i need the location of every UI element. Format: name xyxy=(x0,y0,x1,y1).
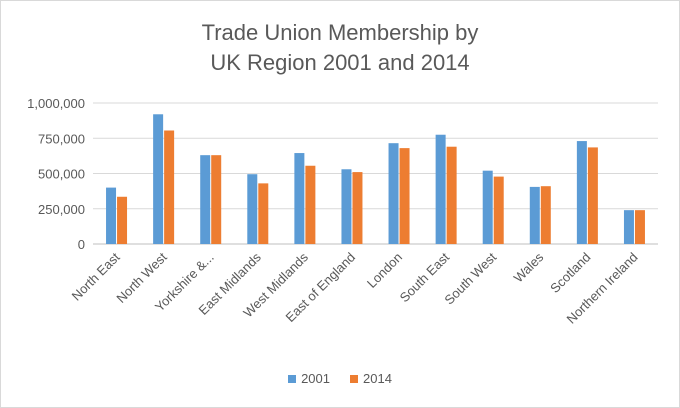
bar-2014-south-east xyxy=(446,146,457,244)
y-tick-label: 750,000 xyxy=(38,131,85,146)
bar-2014-scotland xyxy=(587,147,598,244)
bar-2001-south-west xyxy=(482,170,493,244)
bar-2001-north-west xyxy=(153,114,164,244)
bar-2001-west-midlands xyxy=(294,153,305,244)
bar-2014-north-west xyxy=(164,130,175,244)
bar-2014-south-west xyxy=(493,176,504,244)
bar-2001-east-midlands xyxy=(247,174,258,244)
bar-2014-london xyxy=(399,148,410,244)
bar-2001-east-of-england xyxy=(341,169,352,244)
x-tick-label: London xyxy=(364,250,405,291)
bar-2014-wales xyxy=(540,186,551,244)
legend: 2001 2014 xyxy=(1,371,679,386)
bar-2001-london xyxy=(388,143,399,244)
legend-swatch-2001 xyxy=(288,374,297,383)
x-tick-label: Scotland xyxy=(547,250,593,296)
bar-2001-north-east xyxy=(106,187,117,244)
bar-2001-south-east xyxy=(435,134,446,244)
bar-2001-scotland xyxy=(576,141,587,244)
y-tick-label: 0 xyxy=(78,237,85,252)
bar-2001-yorkshire xyxy=(200,155,211,244)
bar-2014-east-midlands xyxy=(258,183,269,244)
bar-2014-east-of-england xyxy=(352,172,363,244)
y-tick-label: 250,000 xyxy=(38,202,85,217)
legend-item-2001: 2001 xyxy=(288,371,330,386)
bar-2014-northern-ireland xyxy=(634,210,645,244)
legend-label-2014: 2014 xyxy=(363,371,392,386)
bar-2014-west-midlands xyxy=(305,165,316,244)
chart-title-line-1: Trade Union Membership by xyxy=(201,20,479,45)
chart-title: Trade Union Membership by UK Region 2001… xyxy=(1,18,679,78)
bar-2014-yorkshire xyxy=(211,155,222,244)
bar-2014-north-east xyxy=(117,196,128,244)
x-tick-label: Wales xyxy=(511,249,547,285)
legend-label-2001: 2001 xyxy=(301,371,330,386)
legend-item-2014: 2014 xyxy=(350,371,392,386)
bar-2001-northern-ireland xyxy=(623,210,634,244)
y-tick-label: 1,000,000 xyxy=(27,96,85,111)
bar-2001-wales xyxy=(529,186,540,244)
chart-title-line-2: UK Region 2001 and 2014 xyxy=(210,50,470,75)
y-tick-label: 500,000 xyxy=(38,167,85,182)
legend-swatch-2014 xyxy=(350,374,358,383)
